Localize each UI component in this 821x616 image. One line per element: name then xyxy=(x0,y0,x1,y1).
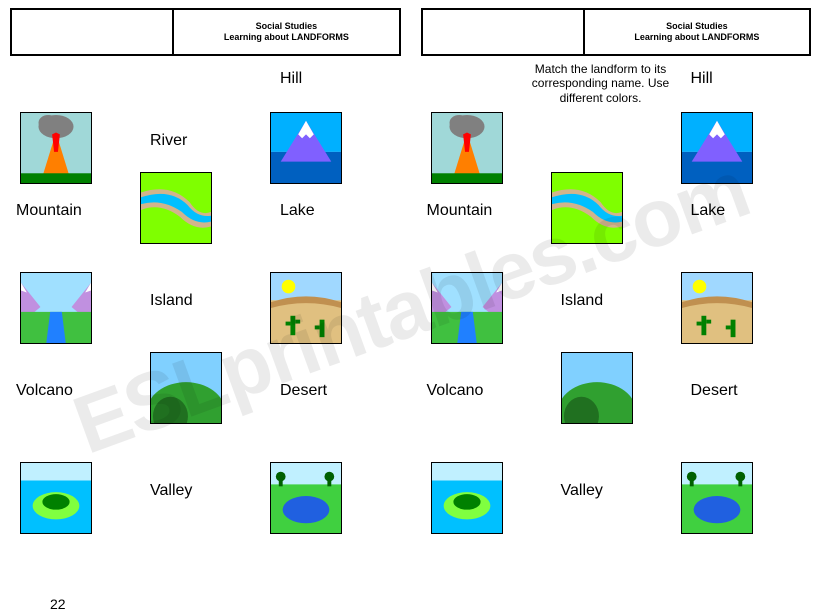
label-hill: Hill xyxy=(280,70,302,88)
header-blank xyxy=(12,10,174,54)
landform-grid: Hill River Mountain Lake Island Volcano … xyxy=(421,62,812,582)
island-icon xyxy=(20,462,92,534)
header-line1: Social Studies xyxy=(256,21,318,32)
volcano-icon xyxy=(431,112,503,184)
volcano-icon xyxy=(20,112,92,184)
hill-icon xyxy=(681,112,753,184)
label-valley: Valley xyxy=(150,482,192,500)
label-mountain: Mountain xyxy=(427,202,493,220)
right-panel: Social Studies Learning about LANDFORMS … xyxy=(411,0,821,616)
label-mountain: Mountain xyxy=(16,202,82,220)
header-title: Social Studies Learning about LANDFORMS xyxy=(585,10,809,54)
label-lake: Lake xyxy=(280,202,315,220)
mountain-icon xyxy=(150,352,222,424)
label-lake: Lake xyxy=(691,202,726,220)
hill-icon xyxy=(270,112,342,184)
desert-icon xyxy=(681,272,753,344)
mountain-icon xyxy=(561,352,633,424)
header-title: Social Studies Learning about LANDFORMS xyxy=(174,10,398,54)
lake-icon xyxy=(270,462,342,534)
river-icon xyxy=(551,172,623,244)
worksheet-page: Social Studies Learning about LANDFORMS … xyxy=(0,0,821,616)
header-blank xyxy=(423,10,585,54)
label-river: River xyxy=(150,132,187,150)
header-box: Social Studies Learning about LANDFORMS xyxy=(421,8,812,56)
label-island: Island xyxy=(150,292,193,310)
label-volcano: Volcano xyxy=(16,382,76,400)
label-volcano: Volcano xyxy=(427,382,487,400)
river-icon xyxy=(140,172,212,244)
valley-icon xyxy=(431,272,503,344)
left-panel: Social Studies Learning about LANDFORMS … xyxy=(0,0,411,616)
landform-grid: Hill River Mountain Lake Island Volcano … xyxy=(10,62,401,582)
header-box: Social Studies Learning about LANDFORMS xyxy=(10,8,401,56)
label-island: Island xyxy=(561,292,604,310)
desert-icon xyxy=(270,272,342,344)
lake-icon xyxy=(681,462,753,534)
label-valley: Valley xyxy=(561,482,603,500)
label-hill: Hill xyxy=(691,70,713,88)
header-line2: Learning about LANDFORMS xyxy=(224,32,349,43)
valley-icon xyxy=(20,272,92,344)
header-line2: Learning about LANDFORMS xyxy=(634,32,759,43)
instructions-text: Match the landform to its corresponding … xyxy=(516,62,686,105)
label-desert: Desert xyxy=(280,382,327,400)
label-desert: Desert xyxy=(691,382,738,400)
header-line1: Social Studies xyxy=(666,21,728,32)
page-number: 22 xyxy=(50,596,66,612)
island-icon xyxy=(431,462,503,534)
